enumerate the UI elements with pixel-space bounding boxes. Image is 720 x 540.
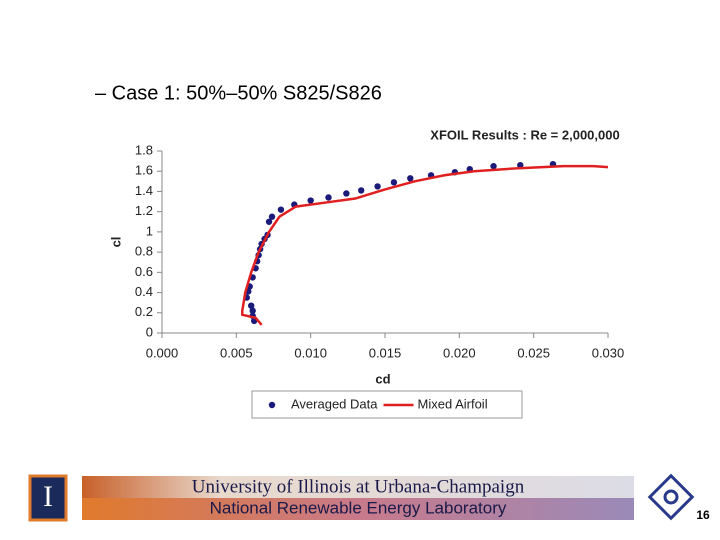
x-tick-label: 0.000 [146, 345, 179, 360]
data-point [307, 197, 314, 204]
logo [28, 474, 68, 522]
y-tick-label: 0 [146, 324, 153, 339]
data-point [390, 179, 398, 186]
y-tick-label: 0.2 [135, 304, 153, 319]
y-tick-label: 0.4 [135, 284, 153, 299]
banner-bottom [82, 498, 634, 520]
data-point [490, 162, 497, 170]
y-tick-label: 1 [146, 223, 153, 238]
data-point [248, 302, 255, 309]
x-axis-label: cd [375, 371, 390, 386]
x-tick-label: 0.015 [369, 345, 402, 360]
legend-label: Averaged Data [291, 396, 378, 411]
footer-line: University of Illinois at Urbana-Champai… [192, 476, 525, 497]
x-tick-label: 0.005 [220, 345, 253, 360]
data-point [325, 194, 332, 201]
chart-title: XFOIL Results : Re = 2,000,000 [430, 127, 619, 142]
x-tick-label: 0.020 [443, 345, 476, 360]
data-point [517, 161, 524, 169]
data-line [241, 164, 609, 326]
y-tick-label: 1.2 [135, 203, 153, 218]
data-point [277, 206, 285, 213]
nrel-logo [647, 473, 695, 521]
legend-label: Mixed Airfoil [418, 396, 488, 411]
y-tick-label: 1.8 [135, 142, 153, 157]
x-tick-label: 0.010 [294, 345, 327, 360]
footer-line: National Renewable Energy Laboratory [210, 498, 507, 517]
data-point [358, 187, 365, 194]
data-point [249, 307, 256, 314]
y-tick-label: 0.8 [135, 244, 153, 259]
y-tick-label: 1.6 [135, 163, 153, 178]
data-point [265, 218, 273, 225]
banner-top [82, 476, 634, 498]
y-axis-label: cl [108, 237, 123, 248]
data-point [374, 183, 381, 190]
legend-swatch [268, 401, 276, 409]
x-tick-label: 0.025 [517, 345, 550, 360]
x-tick-label: 0.030 [592, 345, 625, 360]
data-point [407, 175, 414, 182]
page-number: 16 [696, 508, 710, 522]
y-tick-label: 1.4 [135, 183, 153, 198]
data-point [268, 213, 276, 220]
data-point [343, 190, 350, 197]
y-tick-label: 0.6 [135, 264, 153, 279]
bullet: – Case 1: 50%–50% S825/S826 [95, 82, 382, 104]
logo-letter: I [43, 480, 53, 513]
